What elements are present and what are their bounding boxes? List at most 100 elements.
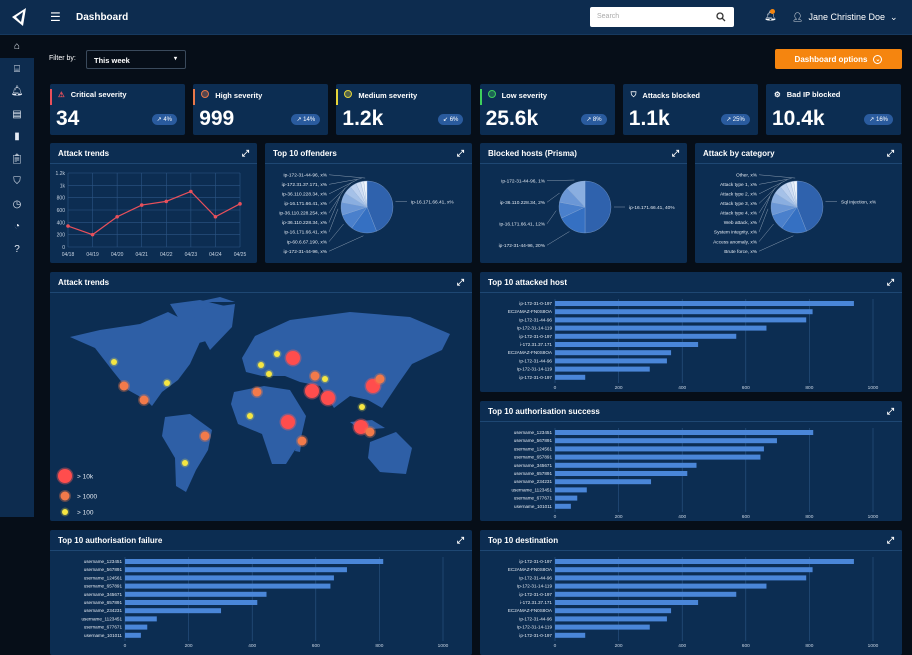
- severity-bar: [336, 89, 339, 105]
- kpi-card[interactable]: Medium severity 1.2k ↙ 6%: [336, 84, 472, 135]
- attack-by-category-pie: Sql injection, x% Brute force, x% Access a…: [713, 172, 877, 254]
- sidebar-item-shield[interactable]: ⛉: [0, 170, 34, 193]
- kpi-card[interactable]: ⚙ Bad IP blocked 10.4k ↗ 16%: [766, 84, 901, 135]
- card-title: Top 10 attacked host: [488, 277, 567, 287]
- bar: [555, 575, 807, 581]
- pie-label: ip-36.110.228.34, x%: [282, 220, 328, 226]
- pie-label: ip-16.171.66.41, x%: [284, 201, 327, 207]
- bar-label: username_657891: [84, 600, 123, 605]
- kpi-change-badge: ↗ 4%: [151, 114, 177, 125]
- kpi-card[interactable]: ⛉ Attacks blocked 1.1k ↗ 25%: [622, 84, 758, 135]
- bar-label: EC2AMAZ-FN0S8OA: [508, 567, 553, 572]
- expand-icon[interactable]: ⤢: [886, 276, 894, 287]
- shield-icon: ⛉: [630, 90, 637, 99]
- pie-label: ip-172-31-44-96, 20%: [499, 243, 546, 249]
- attack-trends-line-chart: 0 200 400 600 800 1k 1.2k 04/18 04/19 04/20 04/21 0…: [56, 171, 247, 258]
- card-title: Blocked hosts (Prisma): [488, 148, 577, 158]
- bar-label: ip-172-31-0-197: [519, 559, 552, 564]
- kpi-value: 25.6k: [485, 107, 539, 130]
- legend-label: > 10k: [77, 474, 94, 481]
- expand-icon[interactable]: ⤢: [456, 276, 464, 287]
- sidebar-item-help[interactable]: ?: [0, 238, 34, 261]
- x-tick-label: 04/21: [135, 252, 148, 258]
- pie-slice: [584, 180, 612, 234]
- sidebar-item-notifications[interactable]: 🔔︎: [0, 80, 34, 103]
- attack-dot: [286, 351, 300, 365]
- world-map[interactable]: > 10k > 1000 > 100: [50, 272, 472, 521]
- bar-label: username_677671: [84, 625, 123, 630]
- sidebar-item-history[interactable]: ◷: [0, 193, 34, 216]
- expand-icon[interactable]: ⤢: [671, 147, 679, 158]
- bar-label: ip-172-31-0-197: [519, 375, 552, 380]
- leader-line: [758, 208, 769, 233]
- sidebar-item-router[interactable]: ⌸: [0, 58, 34, 81]
- bar-label: username_123451: [84, 559, 123, 564]
- user-menu[interactable]: 👤︎ Jane Christine Doe ⌄: [792, 12, 898, 23]
- expand-icon[interactable]: ⤢: [886, 405, 894, 416]
- x-tick-label: 04/22: [160, 252, 173, 258]
- search-icon[interactable]: [716, 12, 726, 22]
- attack-dot: [297, 436, 307, 446]
- bar: [555, 608, 672, 614]
- dashboard-options-button[interactable]: Dashboard options ⌄: [775, 49, 902, 69]
- bar: [555, 301, 854, 306]
- expand-icon[interactable]: ⤢: [241, 147, 249, 158]
- user-name: Jane Christine Doe: [808, 12, 885, 22]
- x-tick-label: 0: [554, 643, 557, 649]
- leader-line: [328, 179, 358, 195]
- leader-line: [546, 192, 560, 203]
- x-tick-label: 04/24: [209, 252, 222, 258]
- expand-icon[interactable]: ⤢: [886, 534, 894, 545]
- bug-icon: ⚙: [774, 90, 781, 99]
- x-tick-label: 04/20: [111, 252, 124, 258]
- expand-icon[interactable]: ⤢: [456, 147, 464, 158]
- kpi-card[interactable]: ⚠ Critical severity 34 ↗ 4%: [50, 84, 185, 135]
- bell-icon[interactable]: 🔔︎: [764, 9, 777, 22]
- bar-label: ip-172-31-44-96: [519, 616, 552, 621]
- search-input[interactable]: Search: [590, 7, 734, 27]
- top-destination-card: Top 10 destination ⤢ 0 200 400 600 800 1000 ip-1…: [480, 530, 902, 655]
- expand-icon[interactable]: ⤢: [886, 147, 894, 158]
- x-tick-label: 04/25: [234, 252, 247, 258]
- x-tick-label: 800: [375, 643, 383, 649]
- bar: [555, 632, 586, 638]
- bar: [125, 616, 157, 622]
- pie-slice: [796, 180, 824, 232]
- bar: [555, 471, 688, 476]
- sidebar-item-clipboard[interactable]: 📋︎: [0, 148, 34, 171]
- sidebar-item-dashboard-gauge[interactable]: ◔: [0, 215, 34, 238]
- data-point: [90, 232, 95, 237]
- x-tick-label: 200: [615, 643, 623, 649]
- kpi-value: 10.4k: [772, 107, 825, 130]
- kpi-card[interactable]: Low severity 25.6k ↗ 8%: [479, 84, 615, 135]
- attack-dot: [366, 379, 380, 393]
- bar-label: username_567891: [514, 438, 553, 443]
- top-header: ☰ Dashboard Search 🔔︎ 👤︎ Jane Christine D…: [0, 0, 912, 35]
- bar-label: username_345671: [514, 463, 553, 468]
- bar-label: username_124561: [514, 446, 553, 451]
- sidebar-item-table[interactable]: ▤: [0, 103, 34, 126]
- y-tick-label: 800: [57, 196, 66, 202]
- leader-line: [546, 231, 570, 246]
- x-tick-label: 400: [678, 514, 686, 520]
- sidebar-item-home[interactable]: ⌂: [0, 35, 34, 58]
- pie-label: Attack type 2, x%: [720, 191, 758, 197]
- kpi-value: 1.1k: [628, 107, 670, 130]
- expand-icon[interactable]: ⤢: [456, 534, 464, 545]
- severity-bar: [479, 89, 482, 105]
- x-tick-label: 0: [554, 514, 557, 520]
- data-point: [115, 214, 119, 219]
- bar-label: ip-172-31-44-96: [519, 358, 552, 363]
- leader-line: [328, 182, 352, 204]
- bar-label: username_567891: [84, 567, 123, 572]
- legend-label: > 100: [77, 510, 94, 517]
- menu-icon[interactable]: ☰: [50, 10, 61, 24]
- leader-line: [758, 182, 782, 204]
- app-logo[interactable]: [10, 7, 28, 27]
- bar-label: username_345671: [84, 592, 123, 597]
- filter-select[interactable]: This week ▾: [86, 50, 186, 69]
- card-title: Attack trends: [58, 148, 110, 158]
- sidebar-item-analytics[interactable]: ▮: [0, 125, 34, 148]
- x-tick-label: 800: [805, 385, 813, 391]
- kpi-card[interactable]: High severity 999 ↗ 14%: [193, 84, 329, 135]
